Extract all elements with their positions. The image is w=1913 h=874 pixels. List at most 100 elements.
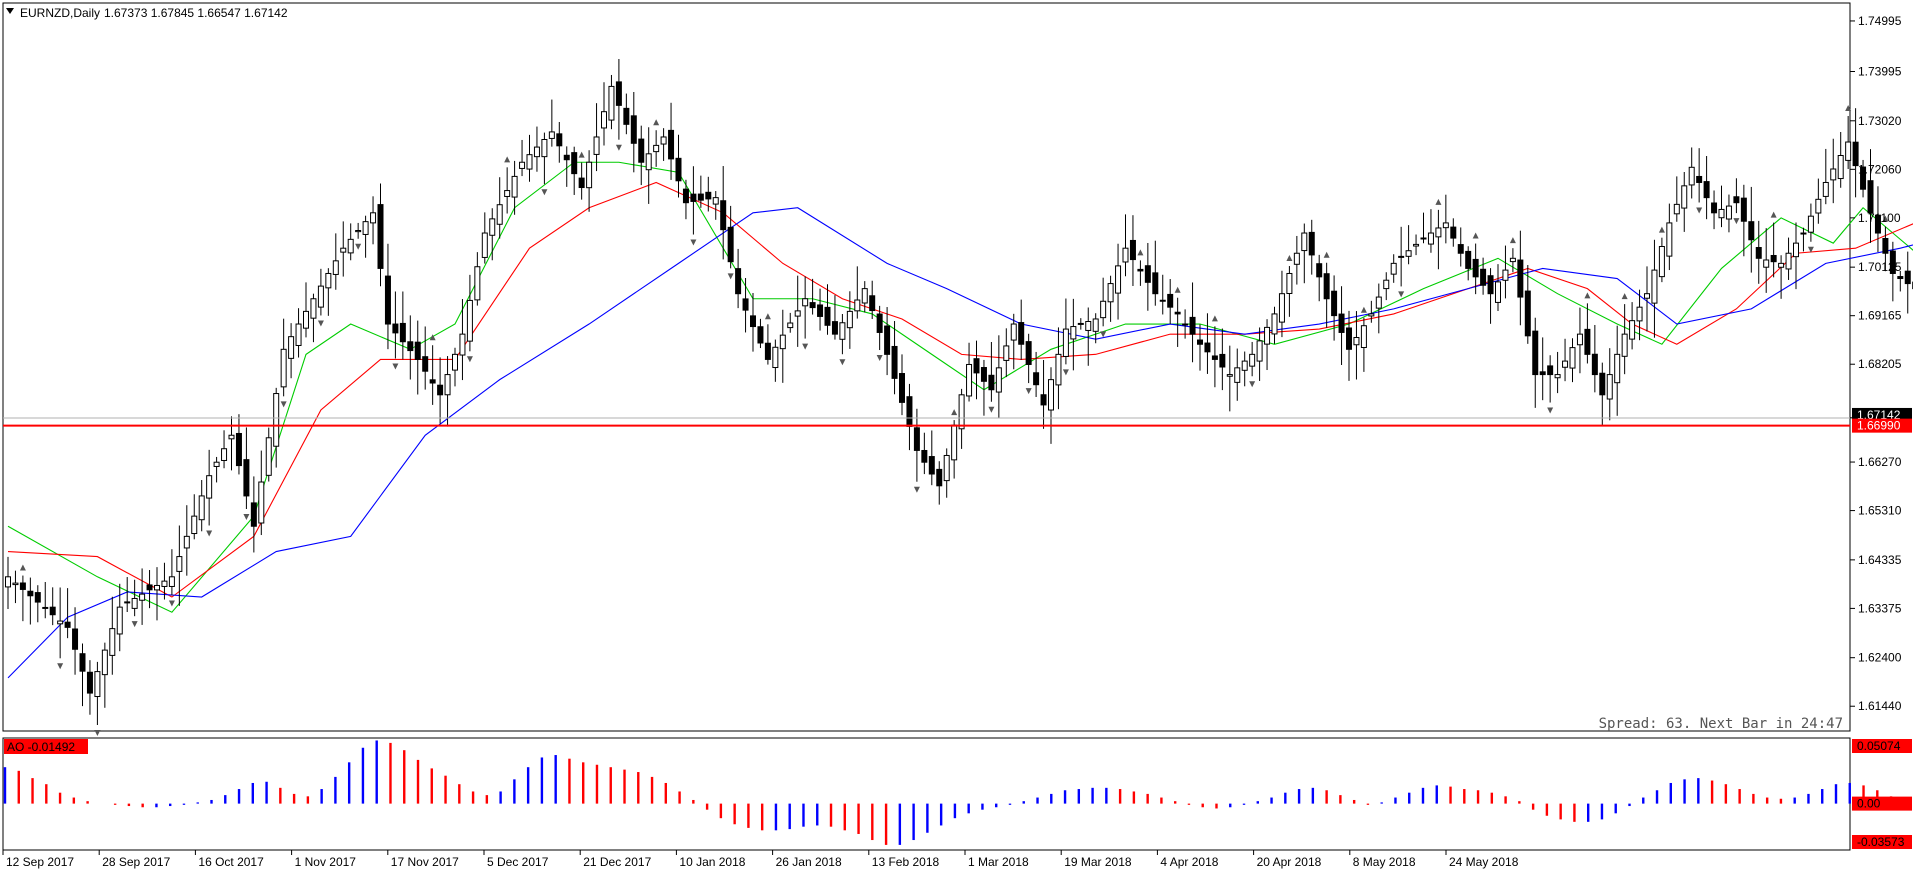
candle-body <box>943 454 950 482</box>
fractal-down-icon <box>1062 369 1069 376</box>
price-tick-label: 1.63375 <box>1858 601 1902 615</box>
candle <box>1278 270 1285 338</box>
candle <box>578 162 585 200</box>
candle-body <box>1755 247 1762 259</box>
candle-body <box>57 620 64 625</box>
candle <box>936 461 943 505</box>
date-tick-label: 19 Mar 2018 <box>1064 855 1132 869</box>
candle <box>1435 209 1442 270</box>
fractal-down-icon <box>168 600 175 607</box>
candle <box>1651 239 1658 338</box>
candle-body <box>183 535 190 549</box>
candle <box>1472 243 1479 295</box>
fractal-up-icon <box>1286 255 1293 262</box>
fractal-up-icon <box>1137 249 1144 256</box>
candle-body <box>86 671 93 694</box>
fractal-down-icon <box>1733 218 1740 225</box>
candle-body <box>936 468 943 487</box>
candle-body <box>109 628 116 656</box>
candle <box>1085 307 1092 366</box>
candle-body <box>675 157 682 182</box>
price-tick-label: 1.65310 <box>1858 504 1902 518</box>
candle <box>1457 227 1464 267</box>
candle <box>1815 178 1822 224</box>
candle-body <box>1815 198 1822 214</box>
candles <box>5 58 1913 726</box>
candle <box>846 291 853 349</box>
candle <box>1733 178 1740 214</box>
candle <box>712 191 719 220</box>
candle-body <box>1211 355 1218 360</box>
dropdown-triangle-icon[interactable] <box>6 8 14 14</box>
fractal-up-icon <box>1472 232 1479 239</box>
fractal-down-icon <box>131 621 138 628</box>
candle <box>1852 108 1859 198</box>
candle <box>1211 326 1218 388</box>
candle-body <box>1286 272 1293 294</box>
date-tick-label: 20 Apr 2018 <box>1257 855 1322 869</box>
candle <box>519 139 526 177</box>
candle-body <box>154 584 160 591</box>
candle-body <box>206 475 213 499</box>
candle <box>1860 159 1867 198</box>
candle <box>757 318 764 349</box>
candle-body <box>1308 231 1315 256</box>
candle-body <box>794 310 801 317</box>
candle <box>668 102 675 180</box>
candle-body <box>384 275 391 325</box>
fractal-up-icon <box>429 334 436 341</box>
fractal-down-icon <box>1398 291 1405 298</box>
candle-body <box>168 576 175 587</box>
candle <box>988 342 995 402</box>
candle <box>1591 324 1598 393</box>
candle <box>481 212 488 264</box>
candle <box>1353 311 1360 380</box>
candle-body <box>362 221 369 235</box>
fractal-up-icon <box>1435 198 1442 205</box>
fractal-up-icon <box>1845 105 1852 112</box>
candle <box>601 82 607 146</box>
candle <box>705 176 712 212</box>
candle <box>1629 302 1636 350</box>
fractal-down-icon <box>1025 388 1032 395</box>
candle <box>221 430 228 469</box>
candle <box>958 388 965 449</box>
candle <box>295 308 302 358</box>
date-tick-label: 1 Nov 2017 <box>295 855 357 869</box>
candle-body <box>1867 180 1874 214</box>
date-tick-label: 13 Feb 2018 <box>872 855 940 869</box>
candle-body <box>519 161 526 169</box>
candle <box>288 323 295 379</box>
candle <box>682 179 689 220</box>
candle <box>377 183 384 287</box>
candle-body <box>1018 322 1025 345</box>
candle <box>1040 359 1047 429</box>
candle-body <box>615 81 622 106</box>
candle <box>742 278 749 333</box>
candle <box>1644 266 1650 332</box>
candle <box>235 414 242 475</box>
candle-body <box>235 432 242 467</box>
candle <box>1197 324 1203 371</box>
candle <box>697 175 704 208</box>
candle-body <box>1107 283 1114 303</box>
candle <box>1383 272 1390 301</box>
candle-body <box>623 107 630 125</box>
candle-body <box>504 190 511 197</box>
candle <box>370 196 377 245</box>
candle <box>1711 190 1718 230</box>
candle-body <box>1495 281 1501 303</box>
candle <box>675 134 682 198</box>
candle <box>563 146 570 187</box>
ao-min-tag <box>1852 835 1912 849</box>
candle <box>1502 245 1509 299</box>
candle <box>444 356 451 427</box>
candle <box>1010 313 1017 370</box>
candle-body <box>1383 279 1390 290</box>
candle-body <box>370 212 377 224</box>
candle-body <box>1077 322 1084 325</box>
candle <box>1174 297 1181 347</box>
candle-body <box>541 139 548 158</box>
candle <box>586 150 593 212</box>
candle-body <box>735 268 742 295</box>
